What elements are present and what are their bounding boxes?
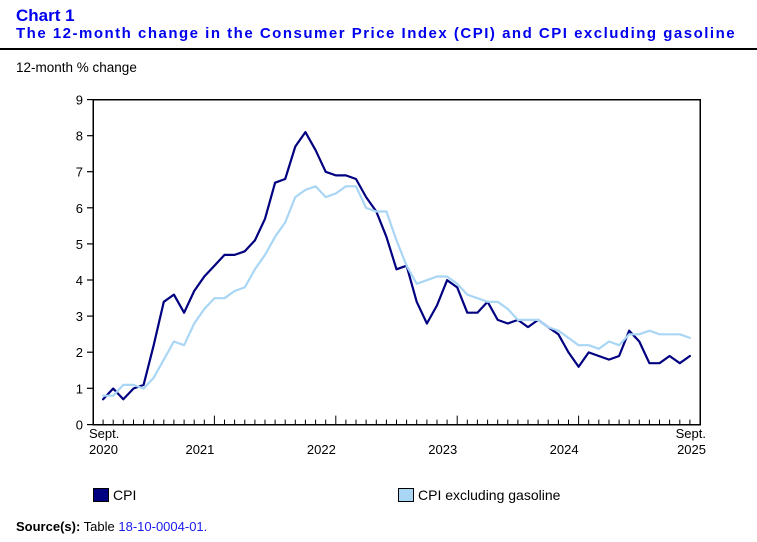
svg-text:3: 3 [76,309,83,324]
svg-text:8: 8 [76,129,83,144]
svg-text:0: 0 [76,418,83,433]
svg-text:2023: 2023 [428,442,457,457]
svg-text:9: 9 [76,93,83,108]
svg-text:7: 7 [76,165,83,180]
svg-text:1: 1 [76,381,83,396]
svg-text:2024: 2024 [550,442,579,457]
svg-text:2: 2 [76,345,83,360]
svg-text:Sept.: Sept. [676,426,706,441]
svg-text:4: 4 [76,273,83,288]
svg-text:2025: 2025 [677,442,706,457]
svg-text:5: 5 [76,237,83,252]
svg-text:Sept.: Sept. [89,426,119,441]
svg-text:2022: 2022 [307,442,336,457]
svg-text:2021: 2021 [185,442,214,457]
svg-text:6: 6 [76,201,83,216]
svg-text:2020: 2020 [89,442,118,457]
